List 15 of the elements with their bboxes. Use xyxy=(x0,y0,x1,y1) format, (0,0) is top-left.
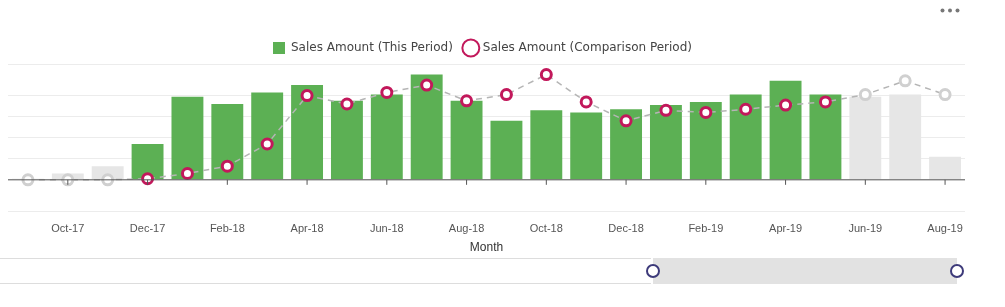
x-tick-label: Dec-18 xyxy=(608,222,644,235)
x-tick-label: Jun-19 xyxy=(848,222,883,235)
x-tick-label: Feb-18 xyxy=(209,222,245,235)
x-tick-label: Apr-19 xyxy=(769,222,803,235)
x-tick-label: Aug-19 xyxy=(927,222,963,235)
x-tick-label: Jun-18 xyxy=(369,222,404,235)
legend-label: Sales Amount (Comparison Period) xyxy=(482,40,693,55)
x-tick-label: Oct-18 xyxy=(529,222,563,235)
x-tick-label: Aug-18 xyxy=(448,222,485,235)
x-tick-label: Dec-17 xyxy=(129,222,166,235)
x-tick-label: Oct-17 xyxy=(51,222,85,235)
legend-label: Sales Amount (This Period) xyxy=(291,40,453,55)
x-axis-title: Month xyxy=(469,240,504,255)
x-tick-label: Feb-19 xyxy=(688,222,724,235)
x-tick-label: Apr-18 xyxy=(290,222,324,235)
